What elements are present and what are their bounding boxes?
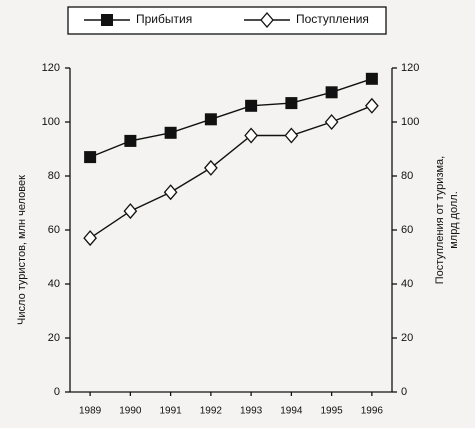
x-tick-label: 1995 (321, 406, 344, 417)
point (285, 97, 298, 110)
point (325, 86, 338, 99)
y-tick-label: 20 (48, 332, 60, 344)
point (164, 126, 177, 139)
y-tick-label: 120 (42, 62, 60, 74)
x-tick-label: 1989 (79, 406, 102, 417)
y2-tick-label: 120 (401, 62, 419, 74)
y-tick-label: 100 (42, 116, 60, 128)
legend-label: Поступления (296, 12, 369, 26)
y2-tick-label: 0 (401, 386, 407, 398)
x-tick-label: 1994 (280, 406, 303, 417)
y-tick-label: 0 (54, 386, 60, 398)
point (83, 230, 97, 247)
y-tick-label: 40 (48, 278, 60, 290)
x-tick-label: 1990 (119, 406, 142, 417)
y2-tick-label: 100 (401, 116, 419, 128)
y-tick-label: 80 (48, 170, 60, 182)
point (365, 97, 379, 114)
point (284, 127, 299, 144)
x-tick-label: 1991 (160, 406, 183, 417)
point (365, 72, 378, 85)
y2-tick-label: 60 (401, 224, 413, 236)
point (84, 151, 97, 164)
point (245, 99, 258, 112)
y-axis-label: Число туристов, млн человек (16, 175, 28, 325)
x-tick-label: 1996 (361, 406, 384, 417)
point (123, 203, 138, 220)
series-line (89, 105, 373, 239)
y2-tick-label: 80 (401, 170, 413, 182)
point (124, 134, 137, 147)
legend-marker (101, 14, 113, 26)
y2-tick-label: 20 (401, 332, 413, 344)
point (163, 184, 178, 201)
point (244, 127, 258, 144)
y2-tick-label: 40 (401, 278, 413, 290)
point (204, 159, 218, 176)
point (204, 113, 217, 126)
x-tick-label: 1993 (240, 406, 263, 417)
y2-axis-label: Поступления от туризма, (434, 156, 446, 284)
point (324, 114, 339, 130)
y2-axis-label: млрд долл. (448, 191, 460, 249)
legend-marker (260, 12, 274, 28)
x-tick-label: 1992 (200, 406, 223, 417)
series-line (89, 78, 373, 158)
y-tick-label: 60 (48, 224, 60, 236)
legend-label: Прибытия (136, 12, 192, 26)
